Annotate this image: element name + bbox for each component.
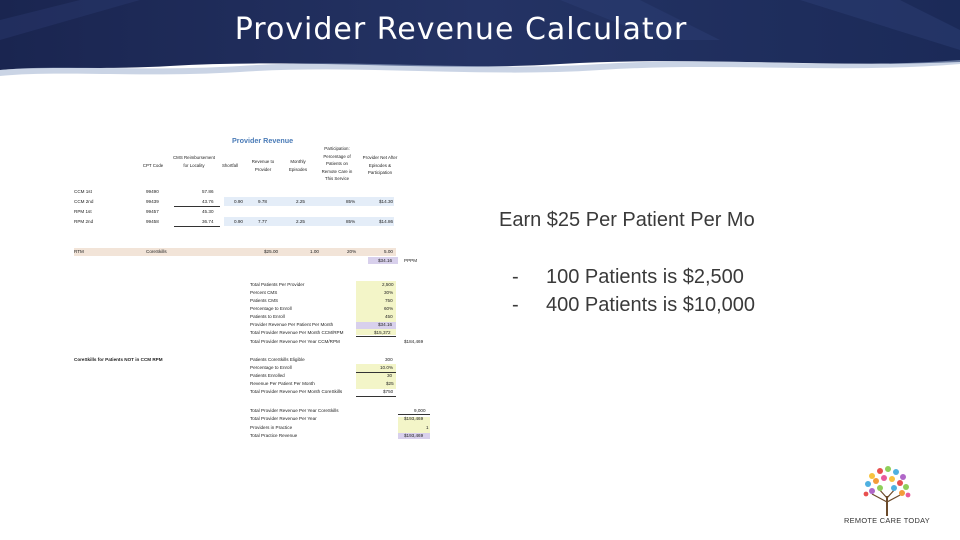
header-banner: Provider Revenue Calculator	[0, 0, 960, 80]
remote-care-today-logo: REMOTE CARE TODAY	[842, 462, 932, 532]
headline: Earn $25 Per Patient Per Mo	[499, 209, 755, 231]
header-monthly-episodes: Monthly Episodes	[288, 159, 308, 172]
header-provider-net: Provider Net After Episodes & Participat…	[362, 155, 398, 175]
divider	[174, 226, 220, 227]
header-revenue-to-provider: Revenue to Provider	[251, 159, 275, 172]
divider	[356, 396, 396, 397]
header-participation: Participation: Percentage of Patients on…	[321, 146, 353, 181]
band-rpm2	[224, 217, 394, 226]
band-ccm2	[224, 197, 394, 206]
divider	[174, 206, 220, 207]
coreskills-highlight	[356, 364, 396, 389]
header-cms-reimbursement: CMS Reimbursement for Locality	[173, 155, 215, 168]
rtm-total: $34.16	[378, 258, 393, 263]
bullet-list: -100 Patients is $2,500 -400 Patients is…	[512, 266, 755, 322]
rtm-note: PPPM	[404, 258, 418, 263]
logo-text: REMOTE CARE TODAY	[844, 516, 930, 525]
sheet-title: Provider Revenue	[232, 136, 294, 145]
list-item: -100 Patients is $2,500	[512, 266, 744, 288]
header-shortfall: Shortfall	[221, 163, 239, 168]
revenue-spreadsheet: Provider Revenue CPT Code CMS Reimbursem…	[74, 136, 430, 439]
page-title: Provider Revenue Calculator	[234, 12, 688, 47]
list-item: -400 Patients is $10,000	[512, 294, 756, 316]
tree-icon	[863, 466, 911, 516]
rtm-total-cell	[368, 257, 398, 264]
band-rtm	[74, 248, 396, 256]
divider	[356, 372, 396, 373]
totals-final-highlight	[398, 433, 430, 439]
summary-ppm-highlight	[356, 322, 396, 329]
header-cpt-code: CPT Code	[142, 163, 164, 168]
divider	[356, 336, 396, 337]
coreskills-label: CoreSkills for Patients NOT in CCM RPM	[74, 357, 163, 362]
divider	[398, 414, 430, 415]
